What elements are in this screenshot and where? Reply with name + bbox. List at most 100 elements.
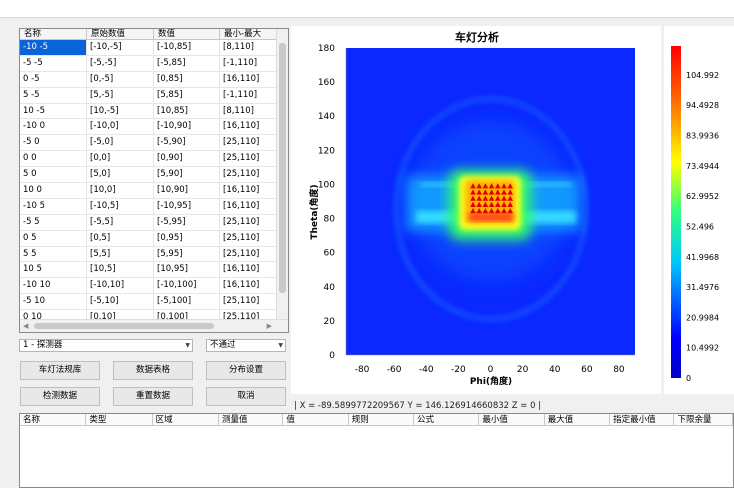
cell-name: 0 0 [20, 151, 87, 167]
cell-value: [10,95] [154, 262, 220, 278]
table-row[interactable]: 10 0 [10,0] [10,90] [16,110] [20, 183, 278, 199]
col-area[interactable]: 区域 [153, 414, 219, 425]
col-type[interactable]: 类型 [86, 414, 153, 425]
triangle-marker [495, 183, 501, 189]
x-tick-label: 0 [488, 365, 494, 375]
col-raw-header[interactable]: 原始数值 [87, 29, 154, 39]
cell-name: 5 -5 [20, 87, 87, 103]
col-measured[interactable]: 测量值 [219, 414, 284, 425]
col-minmax-header[interactable]: 最小-最大 [220, 29, 278, 39]
cell-raw: [-5,0] [87, 135, 154, 151]
col-lower-margin[interactable]: 下限余量 [674, 414, 733, 425]
col-value[interactable]: 值 [283, 414, 349, 425]
col-name[interactable]: 名称 [20, 414, 87, 425]
table-row[interactable]: 5 0 [5,0] [5,90] [25,110] [20, 167, 278, 184]
scroll-right-icon[interactable]: ▶ [266, 322, 272, 330]
status-select[interactable]: 不通过 ▼ [206, 339, 286, 352]
table-row[interactable]: 5 -5 [5,-5] [5,85] [-1,110] [20, 87, 278, 104]
y-tick-label: 140 [318, 112, 335, 122]
reset-data-button[interactable]: 重置数据 [113, 387, 193, 406]
x-tick-label: -80 [355, 365, 370, 375]
table-row[interactable]: -10 -5 [-10,-5] [-10,85] [8,110] [20, 40, 278, 56]
cell-minmax: [-1,110] [220, 87, 278, 103]
x-ticks: -80 -60 -40 -20 0 20 40 60 80 [355, 365, 625, 375]
table-row[interactable]: 0 5 [0,5] [0,95] [25,110] [20, 230, 278, 247]
table-row[interactable]: 5 5 [5,5] [5,95] [25,110] [20, 246, 278, 263]
col-formula[interactable]: 公式 [414, 414, 480, 425]
cell-name: 5 5 [20, 246, 87, 262]
outer-ring [394, 97, 588, 321]
triangle-marker [470, 189, 476, 195]
detector-select[interactable]: 1 - 探测器 ▼ [19, 339, 193, 352]
triangle-marker [501, 195, 507, 201]
x-tick-label: 20 [517, 365, 529, 375]
table-row[interactable]: -10 10 [-10,10] [-10,100] [16,110] [20, 278, 278, 295]
triangle-markers [470, 183, 513, 214]
x-tick-label: -60 [387, 365, 402, 375]
vertical-scroll-thumb[interactable] [279, 43, 286, 293]
col-rule[interactable]: 规则 [349, 414, 415, 425]
vertical-scrollbar[interactable] [276, 29, 288, 319]
data-grid[interactable]: 名称 原始数值 数值 最小-最大 -10 -5 [-10,-5] [-10,85][… [19, 28, 289, 333]
col-name-header[interactable]: 名称 [20, 29, 87, 39]
horizontal-scroll-thumb[interactable] [34, 323, 214, 329]
x-tick-label: 60 [581, 365, 593, 375]
colorbar-label: 10.4992 [686, 344, 719, 353]
table-row[interactable]: 0 0 [0,0] [0,90] [25,110] [20, 151, 278, 168]
col-spec-min[interactable]: 指定最小值 [610, 414, 675, 425]
cell-name: -10 5 [20, 198, 87, 214]
triangle-marker [470, 183, 476, 189]
triangle-marker [507, 195, 513, 201]
x-axis-label: Phi(角度) [470, 375, 512, 387]
detect-data-button[interactable]: 检测数据 [20, 387, 100, 406]
table-row[interactable]: 10 5 [10,5] [10,95] [16,110] [20, 262, 278, 279]
scroll-left-icon[interactable]: ◀ [23, 322, 29, 330]
colorbar-label: 20.9984 [686, 313, 719, 322]
distribution-settings-button[interactable]: 分布设置 [206, 361, 286, 380]
table-row[interactable]: -5 0 [-5,0] [-5,90] [25,110] [20, 135, 278, 152]
cell-raw: [0,10] [87, 310, 154, 326]
horizontal-scrollbar[interactable]: ◀ ▶ [20, 319, 288, 332]
triangle-marker [482, 189, 489, 195]
chevron-down-icon: ▼ [185, 342, 190, 349]
triangle-marker [476, 201, 482, 207]
colorbar-label: 83.9936 [686, 132, 719, 141]
cell-value: [-5,85] [154, 55, 220, 71]
cell-raw: [0,0] [87, 151, 154, 167]
cell-value: [-5,100] [154, 294, 220, 310]
colorbar-label: 62.9952 [686, 192, 719, 201]
triangle-marker [476, 195, 482, 201]
col-min[interactable]: 最小值 [479, 414, 545, 425]
colorbar-label: 0 [686, 374, 691, 383]
table-row[interactable]: -10 5 [-10,5] [-10,95] [16,110] [20, 198, 278, 215]
cell-name: 10 -5 [20, 103, 87, 119]
table-row[interactable]: -5 5 [-5,5] [-5,95] [25,110] [20, 214, 278, 231]
cell-name: -10 0 [20, 119, 87, 135]
y-tick-label: 40 [324, 283, 336, 293]
regulation-library-button[interactable]: 车灯法规库 [20, 361, 100, 380]
cell-value: [0,100] [154, 310, 220, 326]
y-tick-label: 100 [318, 180, 335, 190]
data-table-button[interactable]: 数据表格 [113, 361, 193, 380]
table-row[interactable]: -10 0 [-10,0] [-10,90] [16,110] [20, 119, 278, 136]
table-row[interactable]: 0 -5 [0,-5] [0,85] [16,110] [20, 71, 278, 88]
cell-raw: [0,-5] [87, 71, 154, 87]
heatmap-area [346, 48, 635, 355]
red-stripe [469, 213, 513, 221]
table-row[interactable]: 10 -5 [10,-5] [10,85] [8,110] [20, 103, 278, 120]
table-row[interactable]: -5 10 [-5,10] [-5,100] [25,110] [20, 294, 278, 311]
cancel-button[interactable]: 取消 [206, 387, 286, 406]
cell-minmax: [8,110] [220, 103, 278, 119]
col-max[interactable]: 最大值 [545, 414, 611, 425]
cell-name: 10 0 [20, 183, 87, 198]
cell-minmax: [16,110] [220, 71, 278, 87]
measurement-table[interactable]: 名称 类型 区域 测量值 值 规则 公式 最小值 最大值 指定最小值 下限余量 [19, 413, 734, 488]
cell-name: 10 5 [20, 262, 87, 278]
col-value-header[interactable]: 数值 [154, 29, 220, 39]
table-row[interactable]: -5 -5 [-5,-5] [-5,85] [-1,110] [20, 55, 278, 72]
cell-raw: [-5,10] [87, 294, 154, 310]
cell-minmax: [-1,110] [220, 55, 278, 71]
triangle-marker [476, 183, 482, 189]
x-tick-label: 40 [549, 365, 561, 375]
